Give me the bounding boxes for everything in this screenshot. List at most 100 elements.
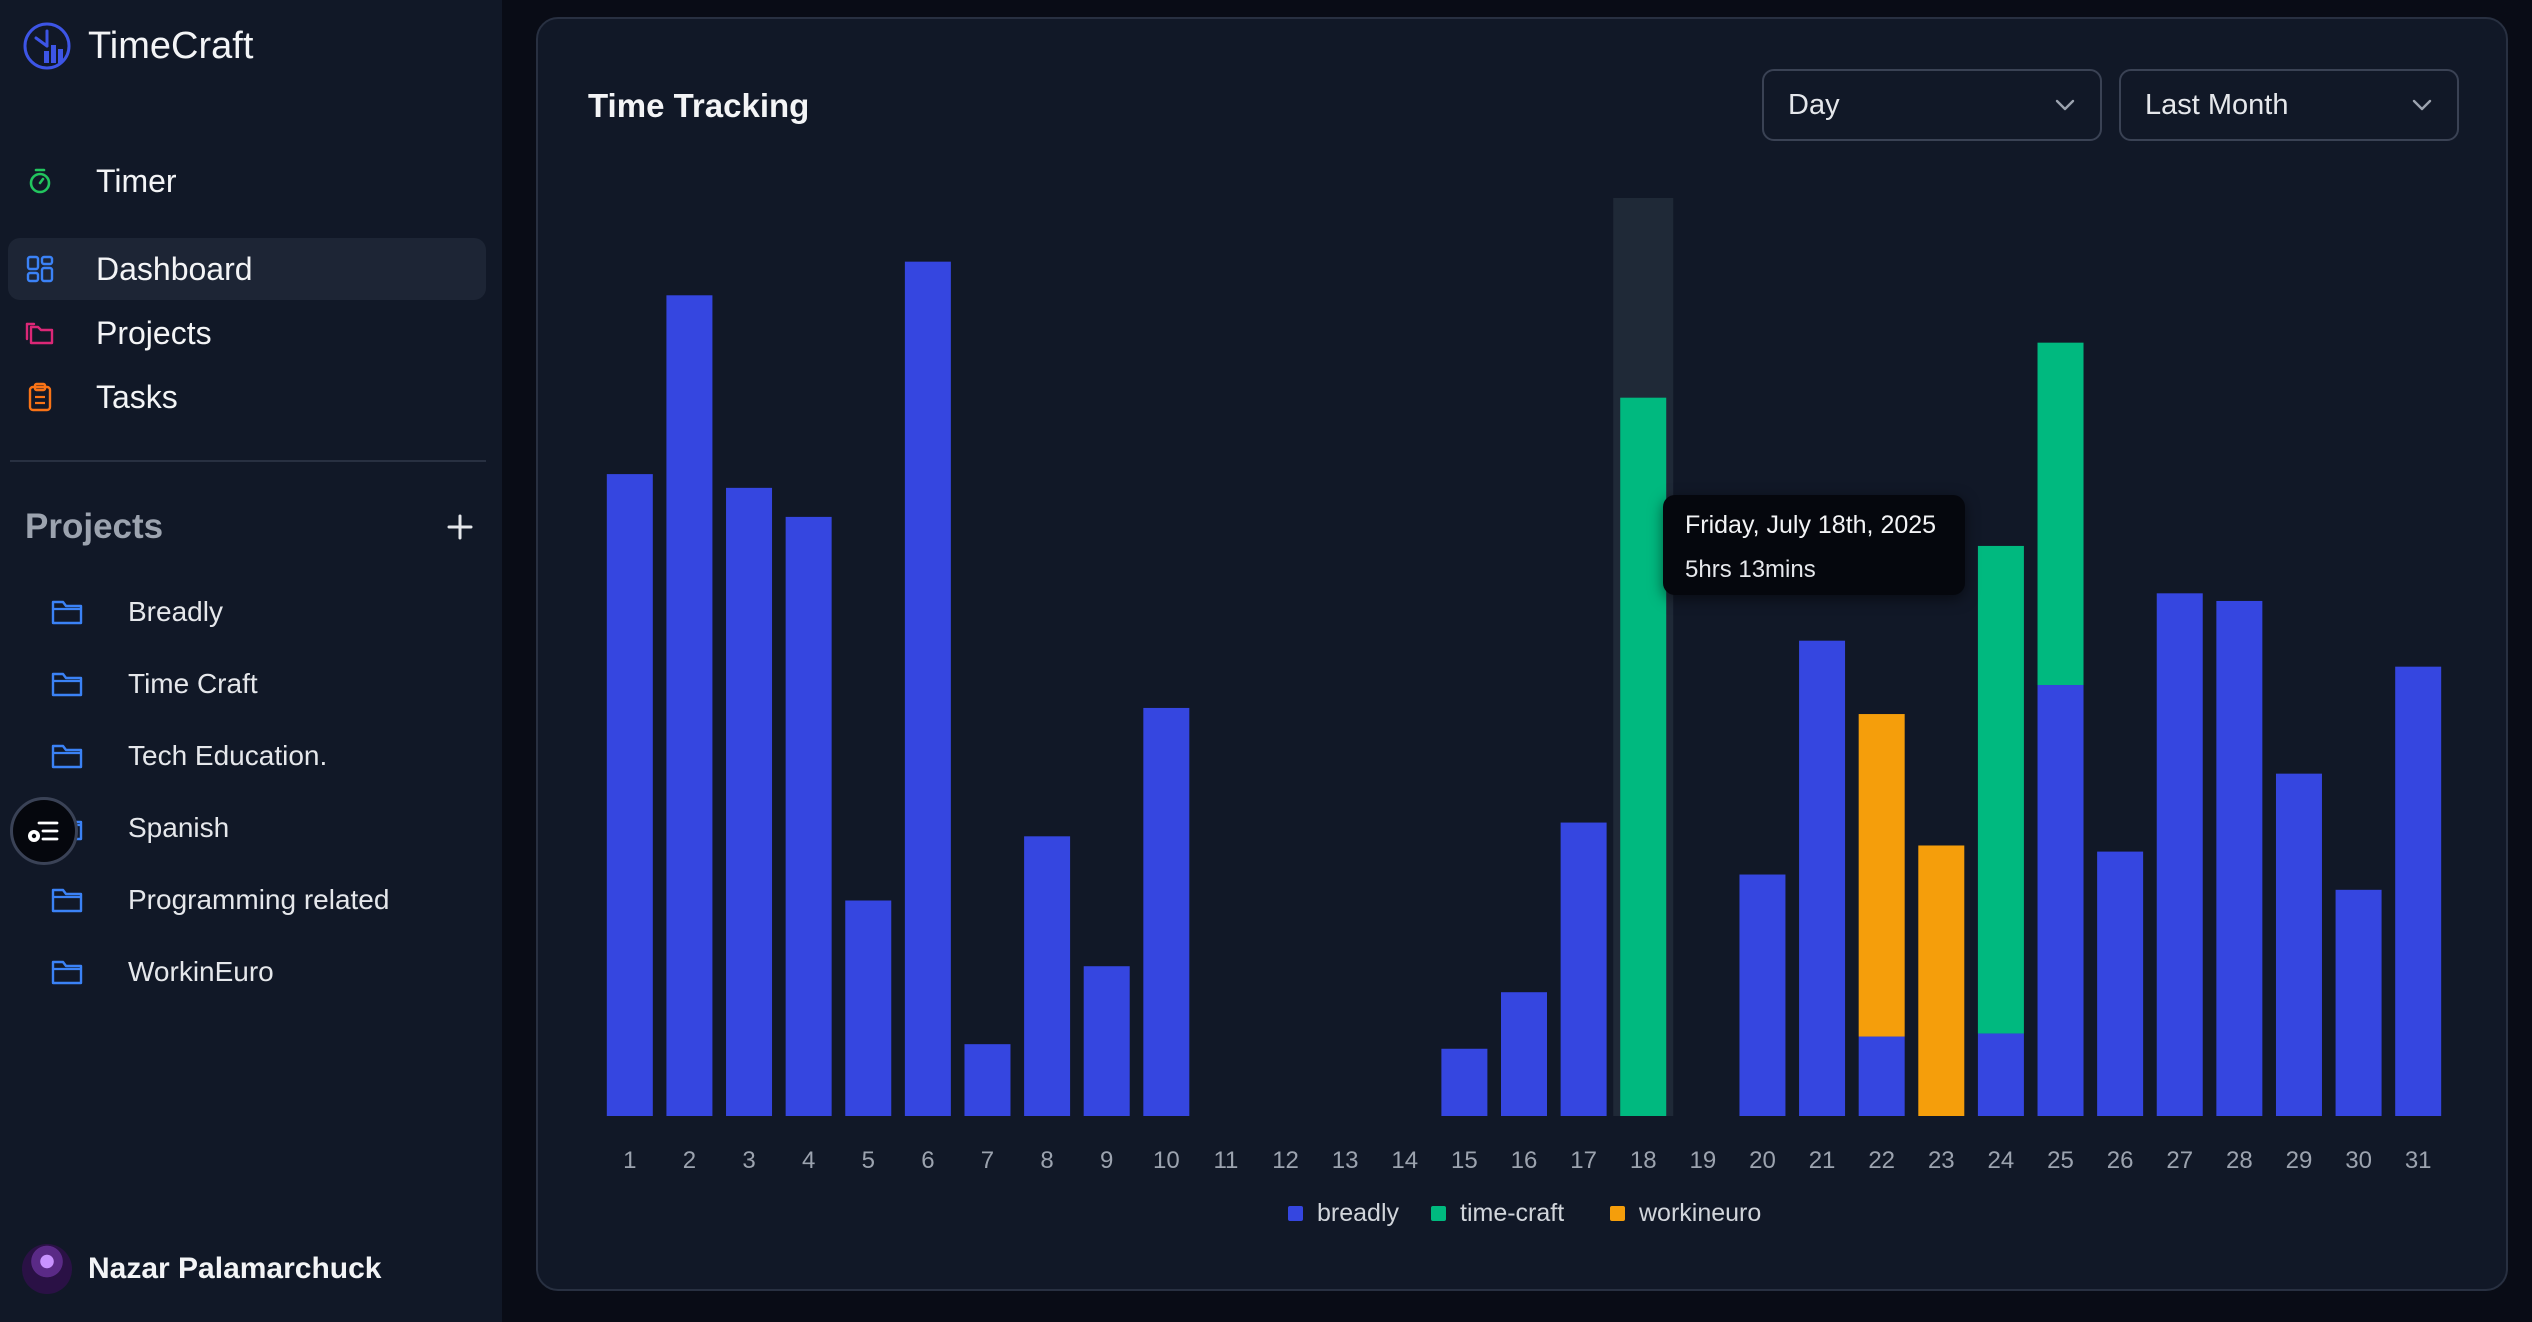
clipboard-icon (24, 381, 56, 413)
bar-breadly-5[interactable] (845, 900, 892, 1116)
project-name: Tech Education. (128, 740, 328, 771)
bar-breadly-2[interactable] (666, 295, 713, 1116)
user-profile[interactable]: Nazar Palamarchuck (22, 1242, 382, 1296)
x-tick-label: 27 (2166, 1147, 2193, 1174)
nav-item-dashboard[interactable]: Dashboard (8, 238, 486, 300)
project-name: Spanish (128, 812, 230, 843)
bar-breadly-17[interactable] (1560, 822, 1607, 1116)
bar-breadly-8[interactable] (1024, 836, 1071, 1116)
bar-breadly-30[interactable] (2335, 889, 2382, 1116)
time-tracking-chart: 1 2 3 4 5 6 7 8 9 10 11 12 13 14 15 16 17 18 19 20 21 22 23 24 2… (606, 198, 2442, 1227)
project-name: Time Craft (128, 668, 258, 699)
nav-label: Timer (96, 162, 177, 199)
legend-label: time-craft (1460, 1199, 1564, 1227)
bar-workineuro-22[interactable] (1858, 714, 1905, 1037)
project-list: Breadly Time Craft Tech Education. Spanish P… (50, 576, 480, 1008)
x-tick-label: 31 (2405, 1147, 2432, 1174)
x-tick-label: 13 (1332, 1147, 1359, 1174)
avatar (22, 1244, 72, 1294)
sidebar: TimeCraft Timer Dashboard Projects Tasks (0, 0, 502, 1322)
bar-breadly-3[interactable] (726, 487, 773, 1117)
x-tick-label: 6 (921, 1147, 934, 1174)
x-tick-label: 28 (2226, 1147, 2253, 1174)
chevron-down-icon (2055, 99, 2075, 111)
date-range-select[interactable]: Last Month (2119, 69, 2459, 141)
bar-breadly-20[interactable] (1739, 874, 1786, 1116)
sidebar-divider (10, 460, 486, 462)
project-item[interactable]: Programming related (50, 864, 480, 936)
bar-breadly-25[interactable] (2037, 685, 2084, 1116)
legend-label: workineuro (1638, 1199, 1761, 1227)
chevron-down-icon (2412, 99, 2432, 111)
floating-task-list-button[interactable] (10, 797, 78, 865)
x-tick-label: 20 (1749, 1147, 1776, 1174)
nav-label: Projects (96, 314, 212, 351)
tooltip-date: Friday, July 18th, 2025 (1685, 511, 1937, 539)
time-tracking-card: Time Tracking Day Last Month 1 2 3 4 5 6 7 8 9 10… (536, 17, 2508, 1291)
brand[interactable]: TimeCraft (22, 18, 253, 74)
x-tick-label: 5 (862, 1147, 875, 1174)
bar-breadly-4[interactable] (785, 516, 832, 1116)
legend-item-workineuro[interactable]: workineuro (1610, 1199, 1761, 1227)
clock-chart-logo-icon (23, 22, 71, 70)
project-item[interactable]: WorkinEuro (50, 936, 480, 1008)
x-tick-label: 12 (1272, 1147, 1299, 1174)
x-tick-label: 17 (1570, 1147, 1597, 1174)
legend-item-time-craft[interactable]: time-craft (1431, 1199, 1564, 1227)
bar-breadly-6[interactable] (904, 261, 951, 1116)
date-range-value: Last Month (2145, 88, 2289, 121)
project-item[interactable]: Time Craft (50, 648, 480, 720)
x-tick-label: 18 (1630, 1147, 1657, 1174)
bar-breadly-1[interactable] (606, 474, 653, 1117)
app-name: TimeCraft (88, 24, 254, 67)
plus-icon (447, 514, 473, 540)
project-item[interactable]: Tech Education. (50, 720, 480, 792)
bar-breadly-31[interactable] (2395, 666, 2442, 1116)
legend-swatch (1610, 1206, 1625, 1221)
folder-icon (51, 888, 83, 913)
bar-breadly-16[interactable] (1501, 992, 1547, 1116)
bar-breadly-10[interactable] (1143, 707, 1190, 1116)
legend-label: breadly (1317, 1199, 1399, 1227)
nav-item-projects[interactable]: Projects (8, 302, 486, 364)
bar-breadly-26[interactable] (2097, 851, 2144, 1116)
x-tick-label: 19 (1689, 1147, 1716, 1174)
bar-breadly-24[interactable] (1977, 1033, 2024, 1116)
bar-breadly-21[interactable] (1799, 640, 1846, 1116)
bar-breadly-15[interactable] (1441, 1048, 1488, 1116)
x-tick-label: 21 (1809, 1147, 1836, 1174)
bar-time-craft-18[interactable] (1620, 397, 1667, 1116)
bar-time-craft-25[interactable] (2037, 342, 2084, 686)
bar-breadly-7[interactable] (964, 1044, 1011, 1116)
legend-item-breadly[interactable]: breadly (1288, 1199, 1399, 1227)
folder-icon (51, 744, 83, 769)
projects-section-header: Projects (25, 500, 480, 554)
bar-breadly-27[interactable] (2156, 593, 2203, 1116)
project-item[interactable]: Spanish (50, 792, 480, 864)
folder-icon (51, 960, 83, 985)
x-tick-label: 30 (2345, 1147, 2372, 1174)
x-tick-label: 15 (1451, 1147, 1478, 1174)
legend-swatch (1431, 1206, 1446, 1221)
user-name: Nazar Palamarchuck (88, 1252, 382, 1285)
bar-time-craft-24[interactable] (1977, 545, 2024, 1034)
bar-breadly-22[interactable] (1858, 1036, 1905, 1116)
bar-breadly-29[interactable] (2275, 773, 2322, 1116)
granularity-select[interactable]: Day (1762, 69, 2102, 141)
bar-workineuro-23[interactable] (1918, 845, 1965, 1116)
bar-breadly-28[interactable] (2216, 600, 2263, 1116)
x-tick-label: 1 (623, 1147, 636, 1174)
nav-item-timer[interactable]: Timer (8, 150, 486, 212)
x-tick-label: 8 (1040, 1147, 1053, 1174)
project-item[interactable]: Breadly (50, 576, 480, 648)
folders-icon (24, 317, 56, 349)
bar-breadly-9[interactable] (1083, 966, 1130, 1116)
add-project-button[interactable] (440, 507, 480, 547)
folder-icon (51, 672, 83, 697)
nav-item-tasks[interactable]: Tasks (8, 366, 486, 428)
x-tick-label: 10 (1153, 1147, 1180, 1174)
projects-section-title: Projects (25, 507, 164, 546)
main-nav: Timer Dashboard Projects Tasks (8, 150, 486, 430)
nav-label: Tasks (96, 378, 178, 415)
x-tick-label: 29 (2286, 1147, 2313, 1174)
